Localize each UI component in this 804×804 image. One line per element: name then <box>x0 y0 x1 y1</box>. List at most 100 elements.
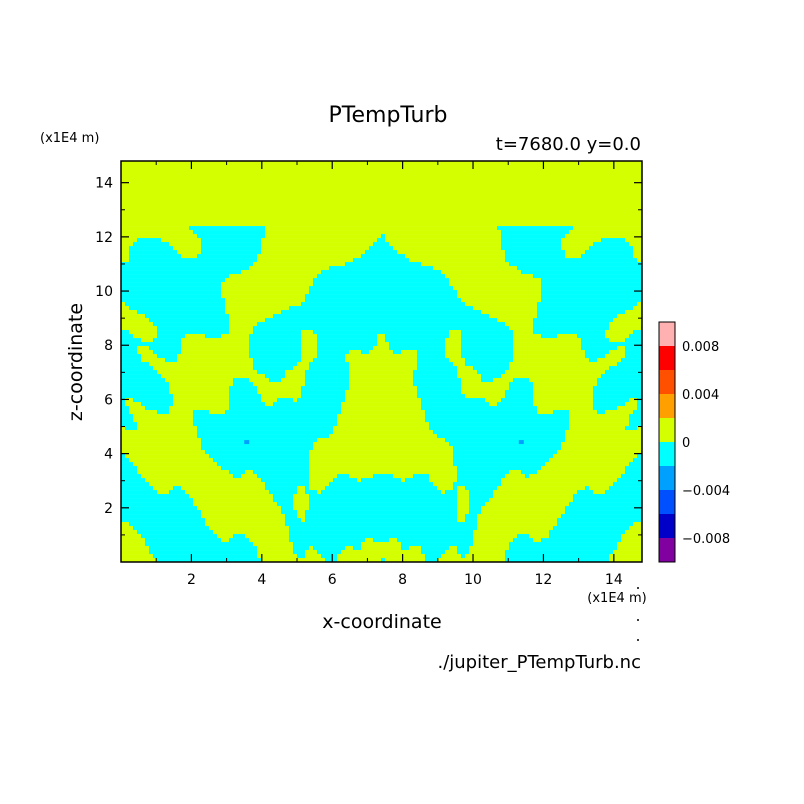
field-cell <box>341 298 345 303</box>
field-cell <box>453 322 457 327</box>
field-cell <box>601 250 605 255</box>
field-cell <box>533 254 537 259</box>
field-cell <box>521 266 525 271</box>
field-cell <box>453 370 457 375</box>
field-cell <box>517 246 521 251</box>
field-cell <box>337 334 341 339</box>
field-cell <box>637 346 641 351</box>
field-cell <box>121 254 125 259</box>
field-cell <box>585 254 589 259</box>
field-cell <box>409 262 413 267</box>
field-cell <box>421 354 425 359</box>
field-cell <box>333 250 337 255</box>
field-cell <box>509 354 513 359</box>
field-cell <box>313 350 317 355</box>
field-cell <box>389 250 393 255</box>
field-cell <box>437 246 441 251</box>
field-cell <box>185 326 189 331</box>
field-cell <box>141 242 145 247</box>
field-cell <box>277 310 281 315</box>
field-cell <box>253 314 257 319</box>
field-cell <box>313 310 317 315</box>
field-cell <box>133 278 137 283</box>
field-cell <box>181 250 185 255</box>
field-cell <box>137 322 141 327</box>
field-cell <box>497 246 501 251</box>
field-cell <box>617 242 621 247</box>
field-cell <box>597 226 601 231</box>
field-cell <box>449 294 453 299</box>
field-cell <box>133 246 137 251</box>
field-cell <box>189 286 193 291</box>
field-cell <box>397 330 401 335</box>
field-cell <box>217 306 221 311</box>
field-cell <box>129 286 133 291</box>
field-cell <box>141 290 145 295</box>
field-cell <box>129 342 133 347</box>
field-cell <box>613 370 617 375</box>
field-cell <box>321 318 325 323</box>
field-cell <box>445 238 449 243</box>
field-cell <box>129 242 133 247</box>
field-cell <box>625 326 629 331</box>
field-cell <box>193 358 197 363</box>
field-cell <box>625 310 629 315</box>
field-cell <box>621 238 625 243</box>
field-cell <box>501 234 505 239</box>
field-cell <box>385 286 389 291</box>
field-cell <box>173 278 177 283</box>
field-cell <box>157 290 161 295</box>
field-cell <box>501 342 505 347</box>
field-cell <box>197 330 201 335</box>
field-cell <box>405 242 409 247</box>
field-cell <box>469 246 473 251</box>
field-cell <box>577 250 581 255</box>
field-cell <box>257 294 261 299</box>
field-cell <box>401 262 405 267</box>
field-cell <box>293 246 297 251</box>
field-cell <box>473 234 477 239</box>
field-cell <box>393 346 397 351</box>
field-cell <box>253 370 257 375</box>
field-cell <box>313 302 317 307</box>
field-cell <box>273 358 277 363</box>
field-cell <box>333 350 337 355</box>
field-cell <box>321 250 325 255</box>
field-cell <box>193 230 197 235</box>
field-cell <box>537 250 541 255</box>
field-cell <box>233 318 237 323</box>
field-cell <box>505 226 509 231</box>
field-cell <box>237 330 241 335</box>
field-cell <box>345 346 349 351</box>
field-cell <box>549 338 553 343</box>
field-cell <box>189 246 193 251</box>
field-cell <box>633 370 637 375</box>
field-cell <box>385 278 389 283</box>
field-cell <box>473 330 477 335</box>
field-cell <box>185 226 189 231</box>
field-cell <box>129 370 133 375</box>
field-cell <box>629 342 633 347</box>
field-cell <box>577 334 581 339</box>
field-cell <box>229 286 233 291</box>
field-cell <box>449 250 453 255</box>
field-cell <box>593 342 597 347</box>
field-cell <box>409 290 413 295</box>
field-cell <box>273 346 277 351</box>
field-cell <box>201 302 205 307</box>
field-cell <box>421 294 425 299</box>
field-cell <box>613 314 617 319</box>
field-cell <box>505 346 509 351</box>
field-cell <box>285 246 289 251</box>
field-cell <box>449 242 453 247</box>
field-cell <box>369 238 373 243</box>
field-cell <box>489 234 493 239</box>
field-cell <box>465 370 469 375</box>
field-cell <box>429 338 433 343</box>
field-cell <box>265 242 269 247</box>
field-cell <box>205 254 209 259</box>
field-cell <box>145 334 149 339</box>
field-cell <box>365 282 369 287</box>
field-cell <box>477 286 481 291</box>
field-cell <box>585 362 589 367</box>
